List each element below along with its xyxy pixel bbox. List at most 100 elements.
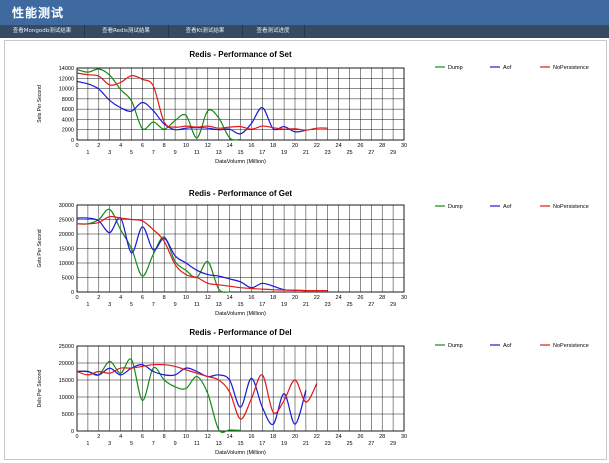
y-tick-label: 14000: [59, 66, 74, 72]
x-tick-label: 19: [281, 302, 287, 308]
x-axis-label: DataVolumn (Million): [215, 311, 266, 317]
x-tick-label: 2: [97, 295, 100, 301]
x-tick-label: 23: [325, 302, 331, 308]
y-tick-label: 15000: [59, 247, 74, 253]
y-tick-label: 0: [71, 290, 74, 296]
x-tick-label: 13: [216, 150, 222, 156]
y-tick-label: 0: [71, 429, 74, 435]
x-tick-label: 12: [205, 434, 211, 440]
x-tick-label: 30: [401, 295, 407, 301]
x-tick-label: 25: [346, 441, 352, 447]
x-tick-label: 26: [357, 295, 363, 301]
x-tick-label: 12: [205, 295, 211, 301]
y-tick-label: 20000: [59, 232, 74, 238]
app-header: 性能测试: [0, 0, 609, 25]
x-tick-label: 24: [336, 434, 342, 440]
legend-label: Dump: [448, 65, 463, 71]
x-tick-label: 25: [346, 302, 352, 308]
tab-kt-results[interactable]: 查看Kt测试结果: [168, 25, 243, 38]
legend-label: Aof: [503, 65, 512, 71]
y-tick-label: 4000: [62, 117, 74, 123]
x-tick-label: 23: [325, 441, 331, 447]
x-tick-label: 16: [248, 143, 254, 149]
legend-label: Dump: [448, 343, 463, 349]
x-tick-label: 30: [401, 143, 407, 149]
x-tick-label: 24: [336, 143, 342, 149]
x-tick-label: 2: [97, 434, 100, 440]
x-tick-label: 7: [152, 302, 155, 308]
x-tick-label: 27: [368, 441, 374, 447]
x-tick-label: 15: [237, 302, 243, 308]
x-tick-label: 9: [174, 302, 177, 308]
x-tick-label: 9: [174, 441, 177, 447]
x-tick-label: 8: [163, 434, 166, 440]
y-tick-label: 2000: [62, 128, 74, 134]
series-line-aof: [76, 217, 306, 292]
x-tick-label: 4: [119, 295, 122, 301]
y-tick-label: 25000: [59, 218, 74, 224]
x-tick-label: 5: [130, 302, 133, 308]
x-tick-label: 13: [216, 302, 222, 308]
x-tick-label: 18: [270, 143, 276, 149]
x-tick-label: 20: [292, 295, 298, 301]
x-tick-label: 28: [379, 143, 385, 149]
x-tick-label: 26: [357, 434, 363, 440]
series-line-aof: [76, 364, 307, 426]
x-tick-label: 8: [163, 143, 166, 149]
x-tick-label: 21: [303, 441, 309, 447]
y-tick-label: 30000: [59, 203, 74, 209]
x-tick-label: 5: [130, 441, 133, 447]
x-tick-label: 10: [183, 143, 189, 149]
y-tick-label: 8000: [62, 97, 74, 103]
x-tick-label: 7: [152, 441, 155, 447]
x-tick-label: 5: [130, 150, 133, 156]
x-axis-label: DataVolumn (Million): [215, 159, 266, 165]
x-tick-label: 15: [237, 441, 243, 447]
y-tick-label: 10000: [59, 395, 74, 401]
x-tick-label: 18: [270, 295, 276, 301]
x-tick-label: 16: [248, 434, 254, 440]
x-tick-label: 21: [303, 150, 309, 156]
x-tick-label: 30: [401, 434, 407, 440]
series-line-nopersistence: [76, 215, 328, 292]
y-tick-label: 10000: [59, 261, 74, 267]
x-tick-label: 28: [379, 295, 385, 301]
series-line-nopersistence: [76, 363, 318, 420]
tab-test-progress[interactable]: 查看测试进度: [242, 25, 305, 38]
x-tick-label: 8: [163, 295, 166, 301]
tab-mongodb-results[interactable]: 查看Mongodb测试结果: [0, 25, 85, 38]
legend-label: NoPersistence: [553, 204, 589, 210]
x-axis-label: DataVolumn (Million): [215, 450, 266, 456]
x-tick-label: 21: [303, 302, 309, 308]
x-tick-label: 20: [292, 434, 298, 440]
tab-redis-results[interactable]: 查看Redis测试结果: [84, 25, 169, 38]
x-tick-label: 17: [259, 441, 265, 447]
series-line-dump: [76, 208, 230, 293]
plot-frame: [76, 204, 405, 293]
legend-label: NoPersistence: [553, 343, 589, 349]
series-line-dump: [76, 358, 241, 433]
charts-canvas: Redis - Performance of Set02000400060008…: [37, 50, 589, 456]
x-tick-label: 22: [314, 434, 320, 440]
x-tick-label: 16: [248, 295, 254, 301]
x-tick-label: 11: [194, 441, 200, 447]
legend-label: Aof: [503, 204, 512, 210]
x-tick-label: 9: [174, 150, 177, 156]
y-tick-label: 25000: [59, 344, 74, 350]
x-tick-label: 12: [205, 143, 211, 149]
x-tick-label: 15: [237, 150, 243, 156]
x-tick-label: 25: [346, 150, 352, 156]
y-tick-label: 12000: [59, 76, 74, 82]
y-tick-label: 20000: [59, 361, 74, 367]
x-tick-label: 28: [379, 434, 385, 440]
x-tick-label: 7: [152, 150, 155, 156]
plot-frame: [76, 345, 405, 432]
x-tick-label: 17: [259, 302, 265, 308]
x-tick-label: 27: [368, 302, 374, 308]
series-line-aof: [76, 80, 307, 135]
series-line-dump: [76, 68, 241, 141]
x-tick-label: 0: [75, 434, 78, 440]
chart-title: Redis - Performance of Del: [189, 328, 291, 337]
x-tick-label: 18: [270, 434, 276, 440]
x-tick-label: 10: [183, 295, 189, 301]
